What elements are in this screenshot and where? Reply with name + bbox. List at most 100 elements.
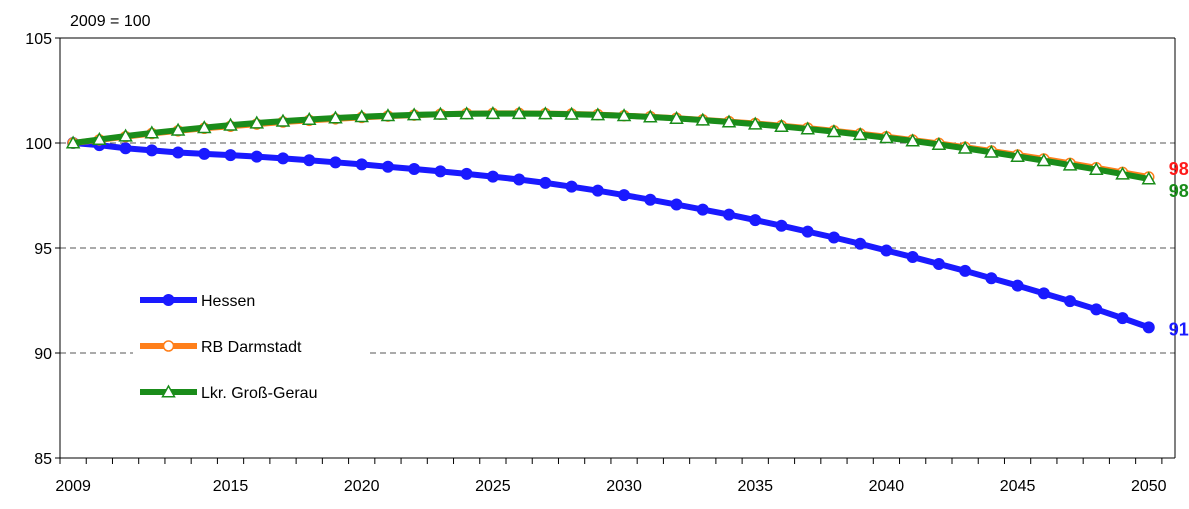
data-point	[591, 184, 604, 197]
data-point	[538, 106, 553, 120]
unit-label: 2009 = 100	[70, 13, 151, 30]
data-point	[959, 264, 972, 277]
y-tick-label: 100	[25, 136, 52, 153]
end-label: 98	[1169, 159, 1189, 179]
data-point	[118, 128, 133, 142]
data-point	[696, 203, 709, 216]
y-tick-label: 90	[34, 346, 52, 363]
x-tick-label: 2020	[344, 478, 380, 495]
legend-label: RB Darmstadt	[201, 339, 302, 356]
data-point	[303, 154, 316, 167]
data-point	[1062, 157, 1078, 171]
end-label: 91	[1169, 319, 1189, 339]
data-point	[854, 237, 867, 250]
data-point	[1089, 161, 1104, 176]
data-point	[801, 225, 814, 238]
data-point	[880, 244, 893, 257]
x-tick-label: 2050	[1131, 478, 1167, 495]
legend-label: Lkr. Groß-Gerau	[201, 385, 317, 402]
x-tick-label: 2015	[213, 478, 249, 495]
data-point	[328, 110, 343, 124]
data-point	[590, 107, 606, 121]
data-point	[852, 127, 868, 141]
y-tick-label: 105	[25, 31, 52, 48]
data-point	[827, 231, 840, 244]
data-point	[144, 125, 160, 139]
x-tick-label: 2045	[1000, 478, 1036, 495]
x-tick-label: 2030	[606, 478, 642, 495]
data-point	[539, 176, 552, 189]
series-3	[65, 106, 1157, 185]
data-point	[723, 208, 735, 221]
y-axis-ticks: 85 90 95 100 105	[25, 31, 60, 468]
data-point	[1141, 171, 1157, 185]
data-point	[774, 118, 789, 132]
end-label: 98	[1169, 181, 1189, 201]
x-tick-label: 2035	[737, 478, 773, 495]
legend-label: Hessen	[201, 293, 255, 310]
axes	[59, 37, 1176, 459]
y-tick-label: 85	[34, 451, 52, 468]
legend-marker	[162, 340, 175, 352]
data-point	[170, 122, 186, 136]
data-point	[250, 150, 263, 163]
data-point	[513, 173, 526, 186]
data-point	[1011, 279, 1024, 292]
data-point	[1036, 153, 1052, 167]
data-point	[329, 156, 342, 169]
series-line	[72, 110, 1150, 182]
data-point	[1090, 303, 1103, 316]
data-point	[1037, 287, 1050, 300]
data-point	[905, 133, 920, 147]
data-point	[198, 147, 211, 160]
legend-marker	[162, 294, 175, 306]
legend: Hessen RB Darmstadt Lkr. Groß-Gerau	[133, 280, 368, 412]
data-point	[434, 165, 447, 178]
data-point	[826, 124, 842, 138]
series-layer	[65, 106, 1157, 334]
data-point	[172, 146, 185, 159]
x-tick-label: 2009	[55, 478, 91, 495]
data-point	[670, 198, 683, 211]
data-point	[932, 257, 945, 270]
data-point	[931, 136, 947, 151]
data-point	[1010, 148, 1025, 162]
data-point	[564, 106, 579, 120]
data-point	[565, 180, 578, 193]
data-point	[1115, 166, 1130, 180]
data-point	[433, 106, 448, 120]
data-point	[957, 140, 973, 154]
data-point	[616, 108, 632, 122]
data-point	[1116, 312, 1129, 325]
x-tick-label: 2025	[475, 478, 511, 495]
y-tick-label: 95	[34, 241, 52, 258]
data-point	[408, 163, 421, 176]
data-point	[223, 117, 238, 131]
data-point	[985, 272, 998, 285]
data-point	[145, 144, 158, 157]
data-point	[381, 160, 394, 173]
data-point	[984, 144, 999, 158]
data-point	[197, 120, 212, 134]
data-point	[460, 167, 473, 180]
data-point	[380, 108, 396, 122]
data-point	[249, 115, 265, 129]
data-point	[354, 109, 369, 123]
data-point	[747, 116, 763, 130]
data-point	[275, 113, 291, 127]
data-point	[406, 107, 422, 121]
data-point	[1064, 295, 1077, 308]
data-point	[800, 121, 815, 135]
data-point	[511, 106, 527, 120]
data-point	[119, 142, 132, 155]
data-point	[486, 170, 499, 183]
data-point	[355, 158, 368, 171]
data-point	[277, 152, 289, 165]
data-point	[92, 131, 107, 145]
data-point	[301, 111, 317, 126]
series-1	[67, 137, 1155, 334]
data-point	[775, 219, 788, 232]
data-point	[695, 112, 711, 126]
